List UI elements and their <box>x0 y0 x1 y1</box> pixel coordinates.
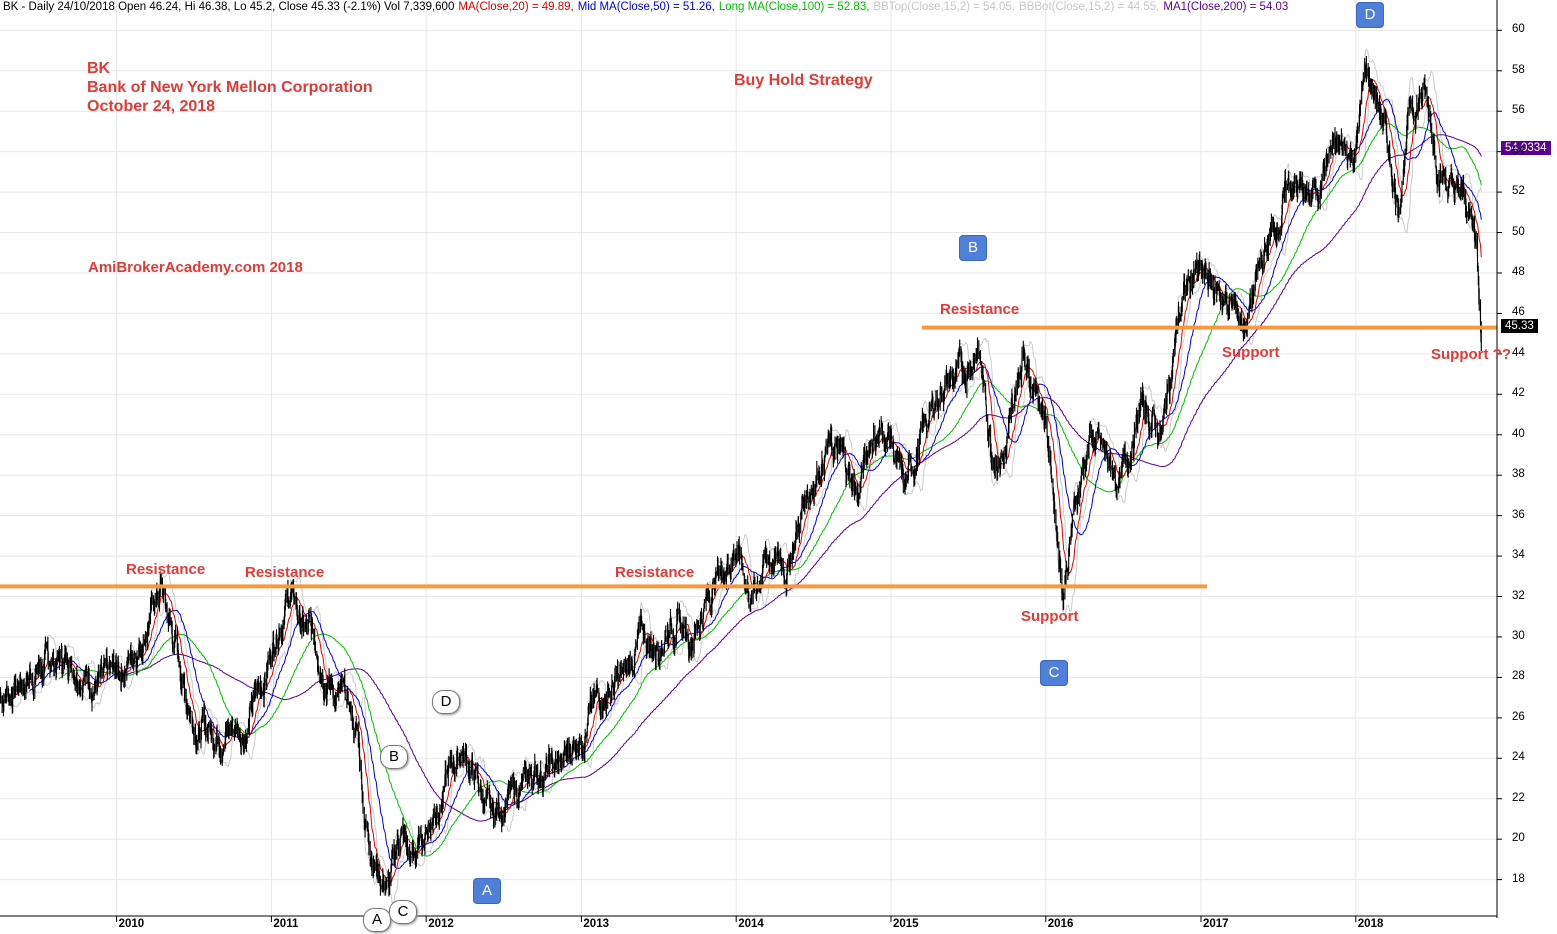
y-tick-label: 54 <box>1512 144 1525 157</box>
company-label: Bank of New York Mellon Corporation <box>87 79 373 96</box>
y-tick-label: 50 <box>1512 225 1525 238</box>
resistance-label-2011: Resistance <box>245 564 325 581</box>
y-tick-label: 24 <box>1512 751 1525 764</box>
resistance-label-2010: Resistance <box>126 561 206 578</box>
ma100-line <box>58 123 1482 857</box>
bubble-a: A <box>363 908 391 932</box>
y-tick-label: 36 <box>1512 508 1525 521</box>
header-ma20: MA(Close,20) = 49.89, <box>458 1 574 13</box>
y-tick-label: 38 <box>1512 468 1525 481</box>
marker-d: D <box>1356 2 1384 28</box>
x-tick-label: 2015 <box>892 918 919 930</box>
support-label-2017: Support <box>1222 344 1280 361</box>
y-tick-label: 26 <box>1512 710 1525 723</box>
x-tick-label: 2012 <box>428 918 454 930</box>
y-tick-label: 34 <box>1512 549 1525 562</box>
header-ma100: Long MA(Close,100) = 52.83, <box>718 1 870 13</box>
y-tick-label: 42 <box>1512 387 1525 400</box>
x-tick-label: 2016 <box>1047 918 1074 930</box>
x-tick-label: 2010 <box>118 918 145 930</box>
x-tick-label: 2014 <box>738 918 764 930</box>
strategy-label: Buy Hold Strategy <box>734 72 873 89</box>
y-tick-label: 60 <box>1512 23 1525 36</box>
y-tick-label: 20 <box>1512 832 1525 845</box>
bollinger-bands <box>8 48 1482 905</box>
ma50-line <box>28 98 1482 869</box>
bollinger-lower-band <box>8 89 1482 905</box>
header-ma200: MA1(Close,200) = 54.03 <box>1163 1 1289 13</box>
close-price-label: 45.33 <box>1501 319 1538 333</box>
y-tick-label: 22 <box>1512 791 1525 804</box>
bubble-b: B <box>380 745 408 769</box>
moving-average-lines <box>11 79 1482 884</box>
bubble-d: D <box>432 690 460 714</box>
y-tick-label: 40 <box>1512 427 1525 440</box>
ticker-label: BK <box>87 60 111 77</box>
marker-b: B <box>959 235 987 261</box>
marker-a: A <box>473 878 501 904</box>
ma200-price-label: 54.0334 <box>1501 141 1551 155</box>
y-tick-label: 28 <box>1512 670 1525 683</box>
support-resistance-lines <box>0 325 1497 589</box>
resistance-label-2015: Resistance <box>940 301 1020 318</box>
y-tick-label: 32 <box>1512 589 1525 602</box>
header-bbtop: BBTop(Close,15,2) = 54.05, <box>873 1 1016 13</box>
x-tick-label: 2013 <box>583 918 609 930</box>
y-tick-label: 30 <box>1512 629 1525 642</box>
y-tick-label: 18 <box>1512 872 1525 885</box>
y-tick-label: 58 <box>1512 63 1525 76</box>
price-bar-ticks <box>0 56 1482 897</box>
bollinger-upper-band <box>8 48 1482 876</box>
website-label: AmiBrokerAcademy.com 2018 <box>88 259 303 276</box>
x-tick-label: 2011 <box>273 918 299 930</box>
resistance-label-2013: Resistance <box>615 564 695 581</box>
bubble-c: C <box>389 900 417 924</box>
y-tick-label: 48 <box>1512 265 1525 278</box>
header-ma50: Mid MA(Close,50) = 51.26, <box>577 1 715 13</box>
date-label: October 24, 2018 <box>87 98 216 115</box>
price-bars <box>0 56 1482 897</box>
support-question-label: Support ?? <box>1431 346 1511 363</box>
header-symbol: BK - Daily 24/10/2018 Open 46.24, Hi 46.… <box>3 1 455 13</box>
header-bbbot: BBBot(Close,15,2) = 44.55, <box>1019 1 1160 13</box>
y-tick-label: 56 <box>1512 104 1525 117</box>
chart-grid <box>0 0 1497 916</box>
marker-c: C <box>1040 660 1068 686</box>
y-tick-label: 46 <box>1512 306 1525 319</box>
x-tick-label: 2017 <box>1202 918 1229 930</box>
x-tick-label: 2018 <box>1357 918 1384 930</box>
chart-header: BK - Daily 24/10/2018 Open 46.24, Hi 46.… <box>3 1 1292 13</box>
y-tick-label: 44 <box>1512 346 1525 359</box>
y-tick-label: 52 <box>1512 185 1525 198</box>
support-label-2016: Support <box>1021 608 1079 625</box>
ma20-line <box>11 79 1482 884</box>
